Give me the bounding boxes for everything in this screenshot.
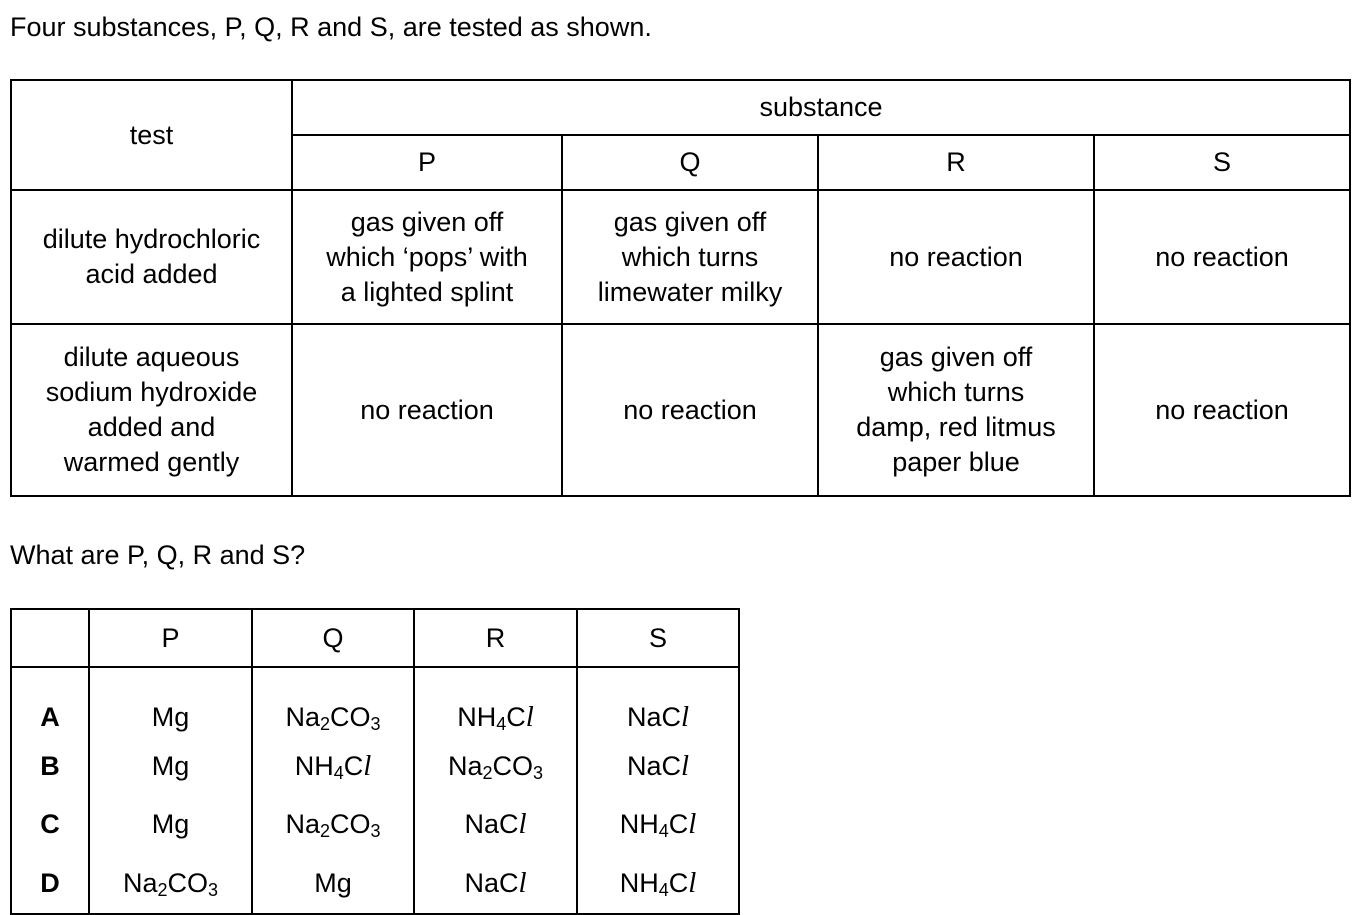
formula-cell: Mg bbox=[88, 795, 253, 853]
option-letter[interactable]: C bbox=[10, 795, 90, 853]
option-letter[interactable]: D bbox=[10, 853, 90, 914]
column-r-header: R bbox=[413, 609, 578, 668]
cell-text-line: acid added bbox=[85, 259, 218, 289]
formula-cell: NaCl bbox=[576, 737, 740, 795]
test-cell: dilute aqueous sodium hydroxide added and w… bbox=[10, 323, 293, 497]
formula-cell: NaCl bbox=[413, 853, 578, 914]
cell-text-line: which ‘pops’ with bbox=[326, 241, 528, 272]
result-cell: no reaction bbox=[291, 323, 563, 497]
substance-s-header: S bbox=[1092, 134, 1352, 191]
test-cell: dilute hydrochloric acid added bbox=[10, 189, 293, 325]
formula-cell: NaCl bbox=[413, 795, 578, 853]
table-row: dilute hydrochloric acid added gas given … bbox=[10, 189, 1352, 325]
cell-text-line: no reaction bbox=[889, 241, 1023, 272]
cell-text-line: no reaction bbox=[1155, 241, 1289, 272]
formula-cell: NaCl bbox=[576, 667, 740, 737]
tests-table: test substance P Q R S dilute hydrochlor… bbox=[10, 79, 1352, 497]
cell-text-line: a lighted splint bbox=[340, 276, 514, 307]
cell-text-line: paper blue bbox=[892, 447, 1020, 477]
formula-cell: Mg bbox=[88, 737, 253, 795]
option-row-d[interactable]: D Na2CO3 Mg NaCl NH4Cl bbox=[10, 853, 740, 914]
formula-cell: NH4Cl bbox=[576, 795, 740, 853]
question-text: What are P, Q, R and S? bbox=[10, 540, 306, 570]
table-row: dilute aqueous sodium hydroxide added and w… bbox=[10, 323, 1352, 497]
formula-cell: NH4Cl bbox=[251, 737, 415, 795]
formula-cell: NH4Cl bbox=[413, 667, 578, 737]
column-q-header: Q bbox=[251, 609, 415, 668]
formula-cell: Na2CO3 bbox=[251, 667, 415, 737]
substance-r-header: R bbox=[817, 134, 1095, 191]
cell-text-line: which turns bbox=[621, 241, 759, 272]
option-row-b[interactable]: B Mg NH4Cl Na2CO3 NaCl bbox=[10, 737, 740, 795]
cell-text-line: added and bbox=[87, 412, 216, 442]
answers-table: P Q R S A Mg Na2CO3 NH4Cl NaCl B Mg NH4C… bbox=[10, 608, 740, 915]
blank-header bbox=[10, 609, 90, 668]
result-cell: gas given off which turns limewater milky bbox=[561, 189, 819, 325]
formula-cell: NH4Cl bbox=[576, 853, 740, 914]
option-letter[interactable]: A bbox=[10, 667, 90, 737]
cell-text-line: gas given off bbox=[350, 206, 504, 237]
substance-q-header: Q bbox=[561, 134, 819, 191]
formula-cell: Na2CO3 bbox=[88, 853, 253, 914]
substance-header: substance bbox=[290, 79, 1352, 136]
cell-text-line: limewater milky bbox=[597, 276, 783, 307]
formula-cell: Na2CO3 bbox=[413, 737, 578, 795]
intro-text: Four substances, P, Q, R and S, are test… bbox=[10, 12, 652, 42]
cell-text-line: sodium hydroxide bbox=[45, 377, 258, 407]
column-s-header: S bbox=[576, 609, 740, 668]
cell-text-line: gas given off bbox=[613, 206, 767, 237]
test-header: test bbox=[10, 79, 293, 191]
result-cell: no reaction bbox=[1092, 189, 1352, 325]
cell-text-line: no reaction bbox=[1155, 394, 1289, 425]
result-cell: gas given off which turns damp, red litmus… bbox=[817, 323, 1095, 497]
cell-text-line: dilute hydrochloric bbox=[42, 224, 261, 254]
column-p-header: P bbox=[88, 609, 253, 668]
result-cell: no reaction bbox=[817, 189, 1095, 325]
result-cell: no reaction bbox=[1092, 323, 1352, 497]
cell-text-line: warmed gently bbox=[63, 447, 240, 477]
cell-text-line: dilute aqueous bbox=[63, 342, 240, 372]
cell-text-line: which turns bbox=[887, 377, 1025, 407]
formula-cell: Na2CO3 bbox=[251, 795, 415, 853]
result-cell: gas given off which ‘pops’ with a lighted … bbox=[291, 189, 563, 325]
cell-text-line: damp, red litmus bbox=[856, 412, 1056, 442]
substance-p-header: P bbox=[291, 134, 563, 191]
result-cell: no reaction bbox=[561, 323, 819, 497]
formula-cell: Mg bbox=[251, 853, 415, 914]
option-letter[interactable]: B bbox=[10, 737, 90, 795]
cell-text-line: no reaction bbox=[360, 394, 494, 425]
formula-cell: Mg bbox=[88, 667, 253, 737]
option-row-c[interactable]: C Mg Na2CO3 NaCl NH4Cl bbox=[10, 795, 740, 853]
option-row-a[interactable]: A Mg Na2CO3 NH4Cl NaCl bbox=[10, 667, 740, 737]
cell-text-line: no reaction bbox=[623, 394, 757, 425]
cell-text-line: gas given off bbox=[879, 342, 1033, 372]
